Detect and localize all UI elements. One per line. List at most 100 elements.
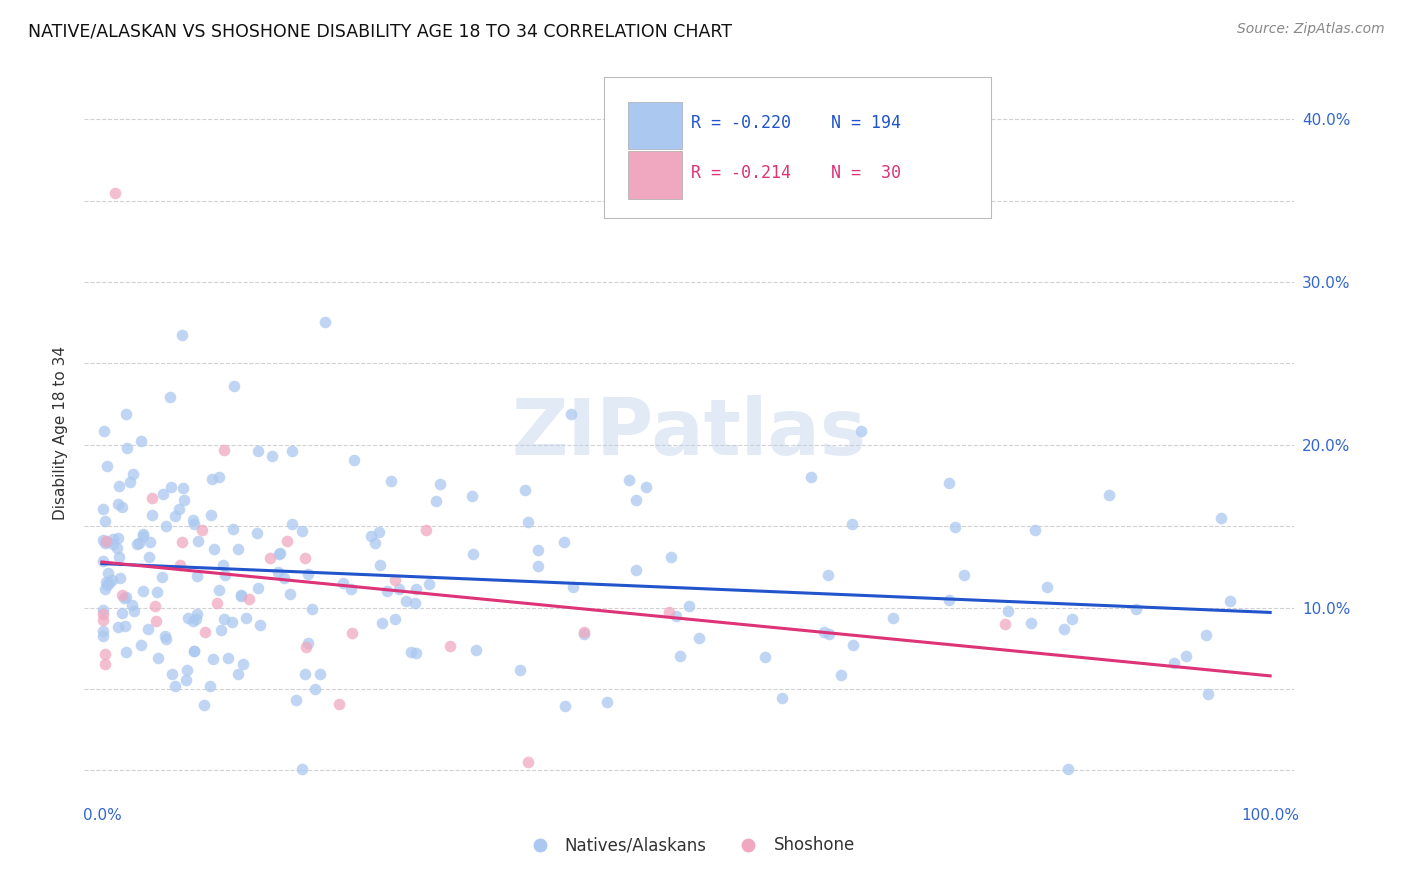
Point — [101, 574, 124, 588]
Point — [96, 535, 118, 549]
Point — [115, 441, 138, 455]
Point — [278, 587, 301, 601]
Point — [425, 493, 447, 508]
Point — [269, 546, 291, 560]
Point — [882, 610, 904, 624]
Point — [994, 617, 1017, 632]
Point — [295, 640, 318, 654]
Point — [371, 615, 394, 630]
Point — [163, 508, 186, 523]
Point — [626, 562, 648, 576]
Point — [229, 589, 252, 603]
Point — [246, 525, 269, 540]
Point — [246, 444, 269, 458]
Point — [527, 559, 550, 574]
Point — [294, 666, 316, 681]
Point — [141, 508, 163, 522]
Point — [96, 578, 118, 592]
Point — [193, 698, 215, 712]
Point — [429, 477, 451, 491]
Point — [121, 598, 143, 612]
Point — [226, 542, 249, 557]
Point — [191, 523, 214, 537]
Point — [314, 315, 336, 329]
Point — [308, 667, 330, 681]
Point — [997, 605, 1019, 619]
Point — [328, 697, 350, 711]
Point — [276, 533, 298, 548]
Point — [91, 533, 114, 547]
Point — [226, 667, 249, 681]
Point — [184, 612, 207, 626]
Point — [235, 611, 257, 625]
Point — [97, 576, 120, 591]
Point — [1053, 622, 1076, 636]
Point — [388, 582, 411, 596]
Point — [658, 605, 681, 619]
Point — [509, 663, 531, 677]
Point — [141, 491, 163, 505]
Point — [285, 693, 308, 707]
Point — [526, 543, 548, 558]
Text: ZIPatlas: ZIPatlas — [512, 394, 866, 471]
Point — [665, 608, 688, 623]
Point — [209, 623, 232, 637]
Point — [1062, 611, 1084, 625]
Point — [813, 624, 835, 639]
Point — [517, 515, 540, 529]
Point — [222, 378, 245, 392]
Point — [1019, 615, 1042, 630]
Text: Source: ZipAtlas.com: Source: ZipAtlas.com — [1237, 22, 1385, 37]
Point — [841, 516, 863, 531]
Point — [155, 632, 177, 647]
Point — [94, 582, 117, 597]
Point — [1219, 594, 1241, 608]
Point — [267, 566, 290, 580]
Point — [131, 638, 153, 652]
Point — [221, 615, 243, 629]
Point — [159, 391, 181, 405]
Point — [405, 646, 427, 660]
Point — [259, 551, 281, 566]
Point — [661, 550, 683, 565]
FancyBboxPatch shape — [628, 102, 682, 149]
Point — [560, 408, 582, 422]
Point — [574, 624, 596, 639]
Point — [170, 535, 193, 549]
Point — [464, 643, 486, 657]
Point — [132, 583, 155, 598]
Point — [208, 583, 231, 598]
Point — [163, 679, 186, 693]
Point — [1197, 687, 1219, 701]
Point — [291, 524, 314, 538]
Point — [172, 481, 194, 495]
Point — [132, 527, 155, 541]
Point — [146, 651, 169, 665]
Point — [273, 571, 295, 585]
Point — [830, 668, 852, 682]
Point — [343, 452, 366, 467]
Point — [553, 534, 575, 549]
Point — [461, 489, 484, 503]
Point — [267, 547, 290, 561]
Point — [108, 571, 131, 585]
Point — [107, 497, 129, 511]
Point — [851, 424, 873, 438]
Point — [754, 649, 776, 664]
Point — [1195, 628, 1218, 642]
Point — [139, 535, 162, 549]
Point — [194, 624, 217, 639]
Point — [150, 570, 173, 584]
Point — [368, 558, 391, 573]
Point — [114, 590, 136, 604]
Point — [172, 328, 194, 343]
Point — [952, 567, 974, 582]
Point — [301, 602, 323, 616]
Point — [94, 647, 117, 661]
Point — [842, 638, 865, 652]
Point — [360, 528, 382, 542]
Point — [222, 522, 245, 536]
Point — [155, 518, 177, 533]
Point — [439, 640, 461, 654]
Point — [562, 580, 585, 594]
